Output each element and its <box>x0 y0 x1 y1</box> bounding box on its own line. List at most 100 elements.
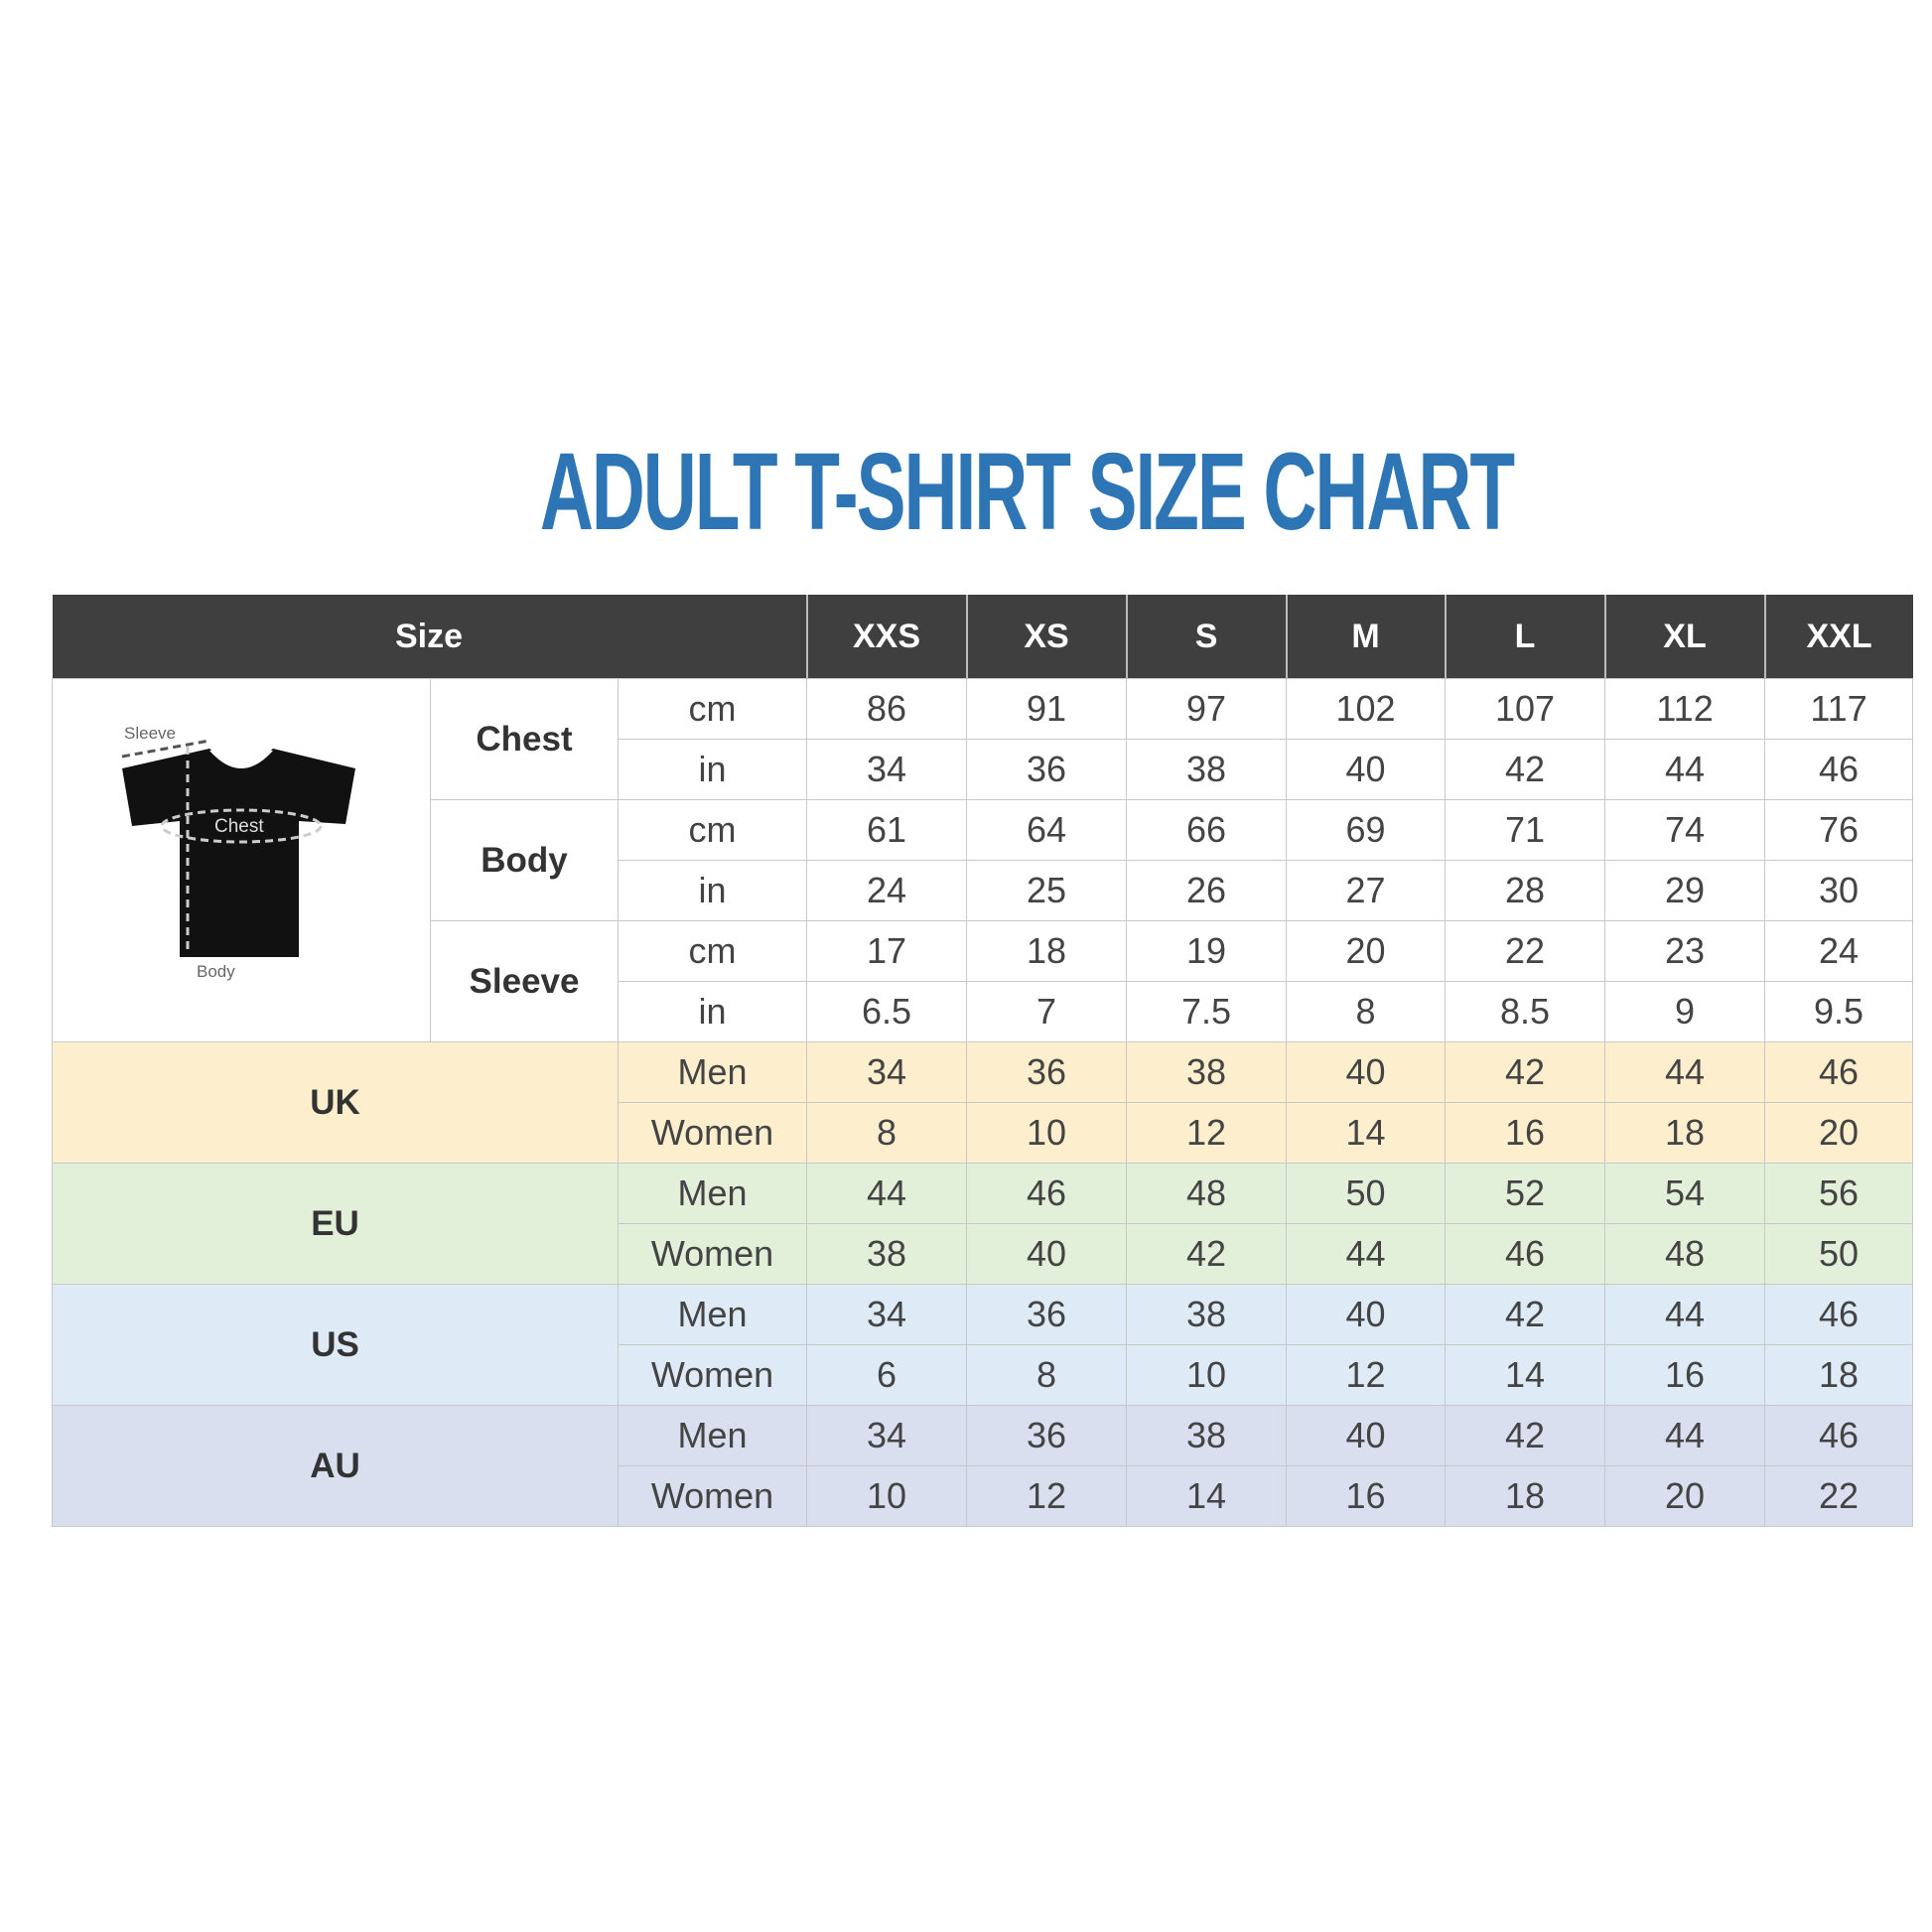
value-cell: 24 <box>806 860 968 921</box>
value-cell: 8.5 <box>1445 981 1606 1042</box>
value-cell: 71 <box>1445 799 1606 861</box>
value-cell: 25 <box>966 860 1128 921</box>
value-cell: 10 <box>966 1102 1128 1164</box>
size-chart-table: Size XXS XS S M L XL XXL Sleeve Chest Body Che… <box>52 595 1914 1527</box>
value-cell: 74 <box>1604 799 1766 861</box>
value-cell: 44 <box>1604 1405 1766 1466</box>
region-row: Women 38 40 42 44 46 48 50 <box>53 1223 1914 1285</box>
measurement-row: Sleeve Chest Body Chest cm 86 91 97 102 107 112… <box>52 678 1914 1042</box>
value-cell: 20 <box>1764 1102 1914 1164</box>
value-cell: 48 <box>1126 1163 1288 1224</box>
measurement-label: Chest <box>430 678 619 800</box>
value-cell: 16 <box>1286 1465 1447 1527</box>
value-cell: 40 <box>1286 739 1447 800</box>
value-cell: 38 <box>1126 739 1288 800</box>
value-cell: 107 <box>1445 678 1606 740</box>
measurement-row: in 6.5 7 7.5 8 8.5 9 9.5 <box>53 981 1914 1042</box>
tshirt-diagram-icon: Sleeve Chest Body <box>121 724 355 981</box>
size-header-xxs: XXS <box>805 595 967 679</box>
svg-text:Body: Body <box>197 962 235 981</box>
value-cell: 69 <box>1286 799 1447 861</box>
gender-label: Men <box>617 1284 808 1345</box>
value-cell: 44 <box>806 1163 968 1224</box>
value-cell: 42 <box>1445 1405 1606 1466</box>
value-cell: 40 <box>1286 1284 1447 1345</box>
value-cell: 34 <box>806 1405 968 1466</box>
size-header-m: M <box>1285 595 1446 679</box>
value-cell: 42 <box>1445 1284 1606 1345</box>
unit-label: cm <box>617 799 808 861</box>
region-label: AU <box>52 1405 619 1527</box>
value-cell: 8 <box>1286 981 1447 1042</box>
value-cell: 64 <box>966 799 1128 861</box>
size-header-xxl: XXL <box>1763 595 1913 679</box>
value-cell: 16 <box>1604 1344 1766 1406</box>
value-cell: 76 <box>1764 799 1914 861</box>
value-cell: 42 <box>1445 1041 1606 1103</box>
chart-title: ADULT T-SHIRT SIZE CHART <box>0 429 1932 555</box>
value-cell: 9 <box>1604 981 1766 1042</box>
value-cell: 14 <box>1445 1344 1606 1406</box>
value-cell: 23 <box>1604 920 1766 982</box>
value-cell: 12 <box>966 1465 1128 1527</box>
region-row: AU Men 34 36 38 40 42 44 46 <box>52 1405 1914 1527</box>
region-label: US <box>52 1284 619 1406</box>
measurement-label: Body <box>430 799 619 921</box>
value-cell: 48 <box>1604 1223 1766 1285</box>
value-cell: 54 <box>1604 1163 1766 1224</box>
value-cell: 44 <box>1604 1041 1766 1103</box>
value-cell: 44 <box>1604 1284 1766 1345</box>
value-cell: 102 <box>1286 678 1447 740</box>
unit-label: in <box>617 981 808 1042</box>
value-cell: 40 <box>1286 1405 1447 1466</box>
header-row: Size XXS XS S M L XL XXL <box>52 595 1913 679</box>
measurement-row: Body cm 61 64 66 69 71 74 76 <box>53 799 1914 921</box>
gender-label: Men <box>617 1163 808 1224</box>
value-cell: 38 <box>1126 1405 1288 1466</box>
value-cell: 12 <box>1126 1102 1288 1164</box>
value-cell: 52 <box>1445 1163 1606 1224</box>
value-cell: 56 <box>1764 1163 1914 1224</box>
value-cell: 8 <box>806 1102 968 1164</box>
value-cell: 19 <box>1126 920 1288 982</box>
value-cell: 12 <box>1286 1344 1447 1406</box>
gender-label: Women <box>617 1465 808 1527</box>
value-cell: 97 <box>1126 678 1288 740</box>
svg-text:Chest: Chest <box>214 816 264 837</box>
value-cell: 42 <box>1445 739 1606 800</box>
value-cell: 26 <box>1126 860 1288 921</box>
value-cell: 24 <box>1764 920 1914 982</box>
size-header-xl: XL <box>1603 595 1765 679</box>
value-cell: 27 <box>1286 860 1447 921</box>
value-cell: 6 <box>806 1344 968 1406</box>
value-cell: 22 <box>1445 920 1606 982</box>
value-cell: 20 <box>1286 920 1447 982</box>
region-row: Women 6 8 10 12 14 16 18 <box>53 1344 1914 1406</box>
gender-label: Women <box>617 1344 808 1406</box>
gender-label: Men <box>617 1041 808 1103</box>
region-label: UK <box>52 1041 619 1164</box>
value-cell: 7 <box>966 981 1128 1042</box>
unit-label: in <box>617 739 808 800</box>
value-cell: 36 <box>966 1041 1128 1103</box>
value-cell: 10 <box>1126 1344 1288 1406</box>
value-cell: 50 <box>1764 1223 1914 1285</box>
unit-label: in <box>617 860 808 921</box>
value-cell: 86 <box>806 678 968 740</box>
size-header-s: S <box>1125 595 1287 679</box>
region-row: Women 8 10 12 14 16 18 20 <box>53 1102 1914 1164</box>
value-cell: 29 <box>1604 860 1766 921</box>
value-cell: 8 <box>966 1344 1128 1406</box>
value-cell: 40 <box>1286 1041 1447 1103</box>
chart-title-text: ADULT T-SHIRT SIZE CHART <box>540 431 1515 553</box>
value-cell: 61 <box>806 799 968 861</box>
region-label: EU <box>52 1163 619 1285</box>
value-cell: 117 <box>1764 678 1914 740</box>
value-cell: 18 <box>1445 1465 1606 1527</box>
value-cell: 34 <box>806 1041 968 1103</box>
value-cell: 42 <box>1126 1223 1288 1285</box>
tshirt-diagram: Sleeve Chest Body <box>52 678 431 1042</box>
value-cell: 112 <box>1604 678 1766 740</box>
value-cell: 9.5 <box>1764 981 1914 1042</box>
value-cell: 17 <box>806 920 968 982</box>
